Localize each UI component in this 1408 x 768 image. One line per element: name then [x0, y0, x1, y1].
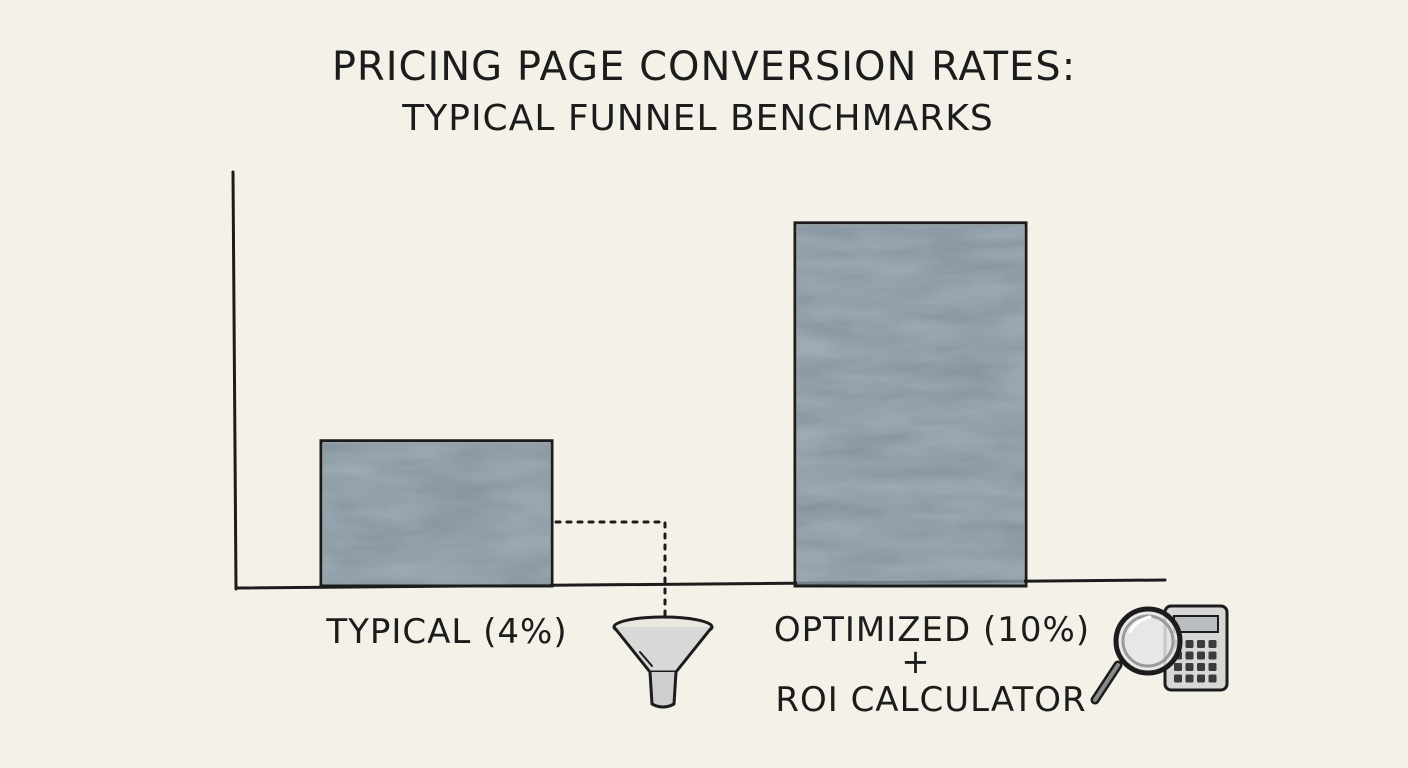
- magnifier-icon: [1090, 606, 1183, 705]
- category-label-optimized: OPTIMIZED (10%): [774, 610, 1090, 650]
- calculator-key: [1208, 651, 1217, 660]
- calculator-key: [1208, 674, 1217, 683]
- chart-subtitle: TYPICAL FUNNEL BENCHMARKS: [401, 98, 993, 139]
- chart-title: PRICING PAGE CONVERSION RATES:: [332, 44, 1076, 90]
- calculator-icon: [1163, 604, 1229, 692]
- calculator-key: [1208, 640, 1217, 648]
- bar-optimized-fill: [797, 224, 1024, 586]
- calculator-key: [1185, 674, 1194, 683]
- bar-typical: [319, 439, 554, 588]
- y-axis-line: [231, 170, 238, 591]
- funnel-icon: [612, 615, 714, 709]
- calculator-key: [1197, 640, 1205, 648]
- bar-optimized: [793, 221, 1028, 588]
- bar-optimized-group: [793, 221, 1028, 588]
- calculator-key: [1197, 663, 1205, 671]
- calculator-key: [1185, 640, 1194, 648]
- calculator-key: [1208, 663, 1217, 671]
- bar-typical-group: [319, 439, 554, 588]
- category-label-typical: TYPICAL (4%): [325, 612, 567, 652]
- calculator-key: [1185, 651, 1194, 660]
- bar-typical-fill: [323, 442, 550, 586]
- calculator-key: [1197, 674, 1205, 683]
- category-sublabel-roi: ROI CALCULATOR: [775, 680, 1086, 720]
- calculator-key: [1174, 663, 1182, 671]
- dotted-connector: [554, 520, 667, 622]
- calculator-key: [1185, 663, 1194, 671]
- calculator-key: [1174, 674, 1182, 683]
- calculator-key: [1197, 651, 1205, 660]
- category-connector-plus: +: [901, 642, 931, 682]
